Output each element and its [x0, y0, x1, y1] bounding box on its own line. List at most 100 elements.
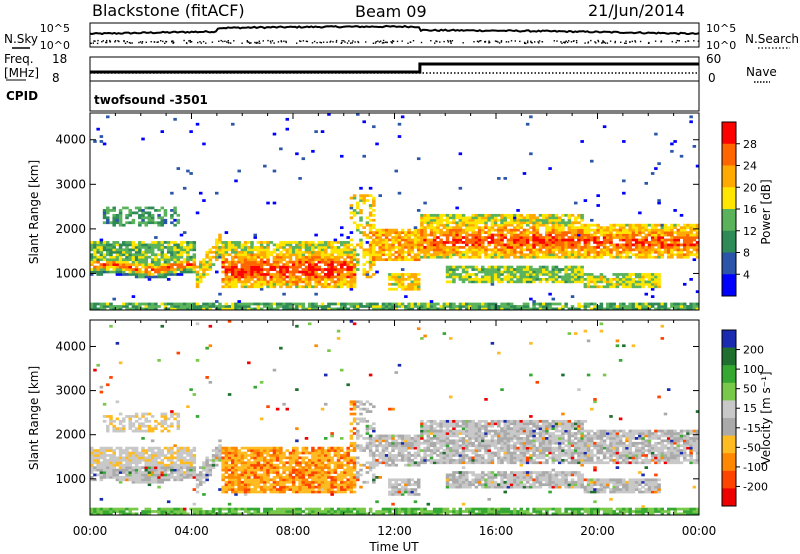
power-cell: [301, 241, 306, 244]
power-cell: [256, 285, 261, 289]
power-cell: [263, 282, 267, 286]
velocity-cell: [144, 451, 148, 455]
power-cell: [660, 305, 665, 308]
velocity-cell: [234, 454, 238, 457]
power-cell: [176, 307, 181, 311]
beam-title: Beam 09: [355, 2, 427, 21]
power-cell: [243, 280, 248, 284]
power-cell: [102, 255, 107, 259]
power-cell: [638, 250, 642, 254]
power-cell: [647, 243, 652, 247]
velocity-cell: [163, 422, 168, 426]
power-cell: [580, 275, 584, 279]
power-cell: [519, 277, 524, 281]
power-cell: [154, 275, 158, 279]
power-cell: [429, 253, 434, 257]
power-cell: [538, 233, 543, 237]
power-cell: [516, 221, 520, 225]
power-cell: [545, 236, 549, 239]
velocity-cell: [99, 446, 104, 450]
power-cell: [410, 307, 415, 311]
power-cell: [407, 258, 411, 262]
power-cell: [407, 233, 411, 237]
power-cell: [676, 307, 681, 311]
power-cell: [186, 253, 190, 257]
power-cell: [468, 305, 472, 308]
velocity-cell: [208, 473, 213, 477]
power-cell: [676, 236, 681, 239]
power-cell: [259, 273, 264, 276]
power-cell: [458, 307, 463, 311]
power-cell: [400, 287, 405, 291]
power-cell: [282, 302, 286, 306]
power-cell: [618, 236, 623, 239]
colorbar-segment: [722, 209, 736, 232]
power-cell: [548, 228, 552, 232]
power-cell: [307, 282, 312, 286]
power-cell: [170, 241, 174, 244]
power-cell: [525, 228, 530, 232]
power-cell: [198, 305, 203, 308]
power-cell: [221, 241, 225, 244]
power-cell: [173, 302, 177, 306]
power-cell: [663, 226, 668, 230]
velocity-cell: [176, 419, 181, 423]
power-cell: [176, 260, 181, 264]
power-cell: [368, 223, 373, 227]
power-cell: [381, 245, 386, 249]
power-cell: [413, 305, 418, 308]
power-cell: [503, 302, 507, 306]
velocity-cell: [131, 473, 136, 477]
power-cell: [535, 243, 540, 247]
power-cell: [554, 241, 559, 244]
nsearch-point: [97, 39, 99, 42]
velocity-cell: [90, 512, 94, 516]
velocity-cell: [227, 512, 232, 516]
power-cell: [340, 250, 344, 254]
power-cell: [461, 253, 466, 257]
power-cell: [529, 268, 533, 271]
power-cell: [532, 218, 536, 222]
velocity-cell: [170, 454, 174, 457]
power-cell: [202, 258, 206, 262]
power-cell: [561, 248, 565, 252]
power-cell: [625, 250, 629, 254]
power-cell: [682, 305, 687, 308]
power-cell: [596, 305, 600, 308]
power-cell: [182, 307, 187, 311]
power-cell: [323, 258, 328, 262]
nsearch-point: [157, 41, 159, 43]
velocity-cell: [189, 458, 193, 462]
power-cell: [336, 282, 341, 286]
power-cell: [106, 115, 110, 119]
power-cell: [564, 255, 568, 259]
power-cell: [487, 233, 491, 237]
power-cell: [666, 245, 671, 249]
power-cell: [205, 268, 209, 271]
power-cell: [599, 241, 604, 244]
nsearch-point: [222, 40, 224, 43]
power-cell: [375, 241, 379, 244]
power-cell: [269, 302, 273, 306]
velocity-cell: [96, 454, 100, 457]
power-cell: [381, 250, 386, 254]
power-cell: [525, 231, 530, 234]
power-cell: [336, 255, 341, 259]
power-cell: [304, 245, 309, 249]
power-cell: [650, 238, 655, 242]
velocity-cell: [109, 468, 113, 472]
velocity-cell: [182, 512, 187, 516]
power-cell: [641, 238, 645, 242]
power-cell: [256, 307, 261, 311]
nsearch-point: [553, 40, 555, 42]
power-cell: [458, 213, 463, 217]
nsearch-point: [601, 42, 603, 44]
power-cell: [285, 117, 290, 121]
nsearch-point: [575, 40, 578, 42]
power-cell: [477, 280, 482, 284]
power-cell: [349, 265, 354, 269]
power-cell: [490, 226, 495, 230]
power-cell: [695, 228, 700, 232]
velocity-cell: [221, 463, 225, 467]
power-cell: [327, 307, 331, 311]
